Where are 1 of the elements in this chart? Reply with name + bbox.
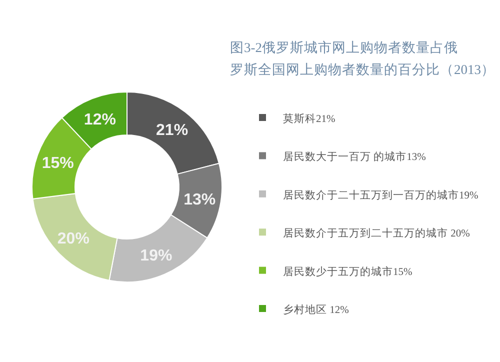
title: 图3-2俄罗斯城市网上购物者数量占俄罗斯全国网上购物者数量的百分比（2013） [230, 40, 495, 77]
